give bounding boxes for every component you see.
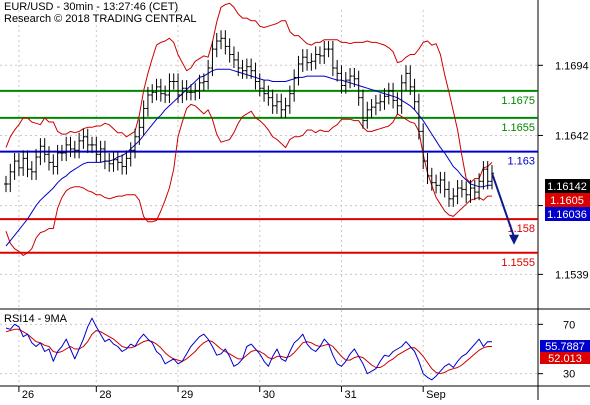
x-tick-label: 29: [181, 389, 193, 400]
rsi-tag-box: [540, 340, 590, 352]
x-tick-label: Sep: [426, 389, 446, 400]
rsi-tag-box: [540, 352, 590, 364]
level-label-resistance1: 1.1655: [501, 122, 535, 134]
bollinger-lower-line: [5, 103, 492, 256]
chart-subtitle: Research © 2018 TRADING CENTRAL: [4, 13, 197, 25]
price-tag-label: 1.16142: [547, 181, 587, 193]
y-tick-label: 1.1539: [555, 269, 589, 281]
x-tick-label: 28: [99, 389, 111, 400]
forecast-arrow-line: [491, 172, 515, 238]
y-tick-label: 1.1642: [555, 130, 589, 142]
level-label-support1: 1.158: [507, 223, 535, 235]
level-label-support2: 1.1555: [501, 257, 535, 269]
price-tag-box: [545, 207, 590, 221]
price-bars: [4, 30, 494, 207]
rsi-tag-label: 55.7887: [545, 341, 585, 353]
price-tag-box: [545, 179, 590, 193]
moving-average-line: [5, 68, 492, 247]
rsi-line: [5, 317, 493, 381]
x-tick-label: 30: [263, 389, 275, 400]
rsi-tag-label: 52.013: [548, 353, 582, 365]
level-label-resistance2: 1.1675: [501, 95, 535, 107]
chart-title: EUR/USD - 30min - 13:27:46 (CET): [4, 1, 179, 13]
price-tag-label: 1.16036: [547, 209, 587, 221]
price-tag-label: 1.1605: [550, 195, 584, 207]
rsi-y-tick-label: 70: [563, 319, 575, 331]
rsi-title: RSI14 - 9MA: [4, 313, 68, 325]
level-label-pivot: 1.163: [507, 156, 535, 168]
rsi-y-tick-label: 30: [563, 369, 575, 381]
x-tick-label: 31: [344, 389, 356, 400]
y-tick-label: 1.1694: [555, 60, 589, 72]
forecast-arrow-head: [509, 234, 519, 245]
bollinger-upper-line: [5, 2, 493, 184]
price-tag-box: [545, 193, 590, 207]
x-tick-label: 26: [22, 389, 34, 400]
